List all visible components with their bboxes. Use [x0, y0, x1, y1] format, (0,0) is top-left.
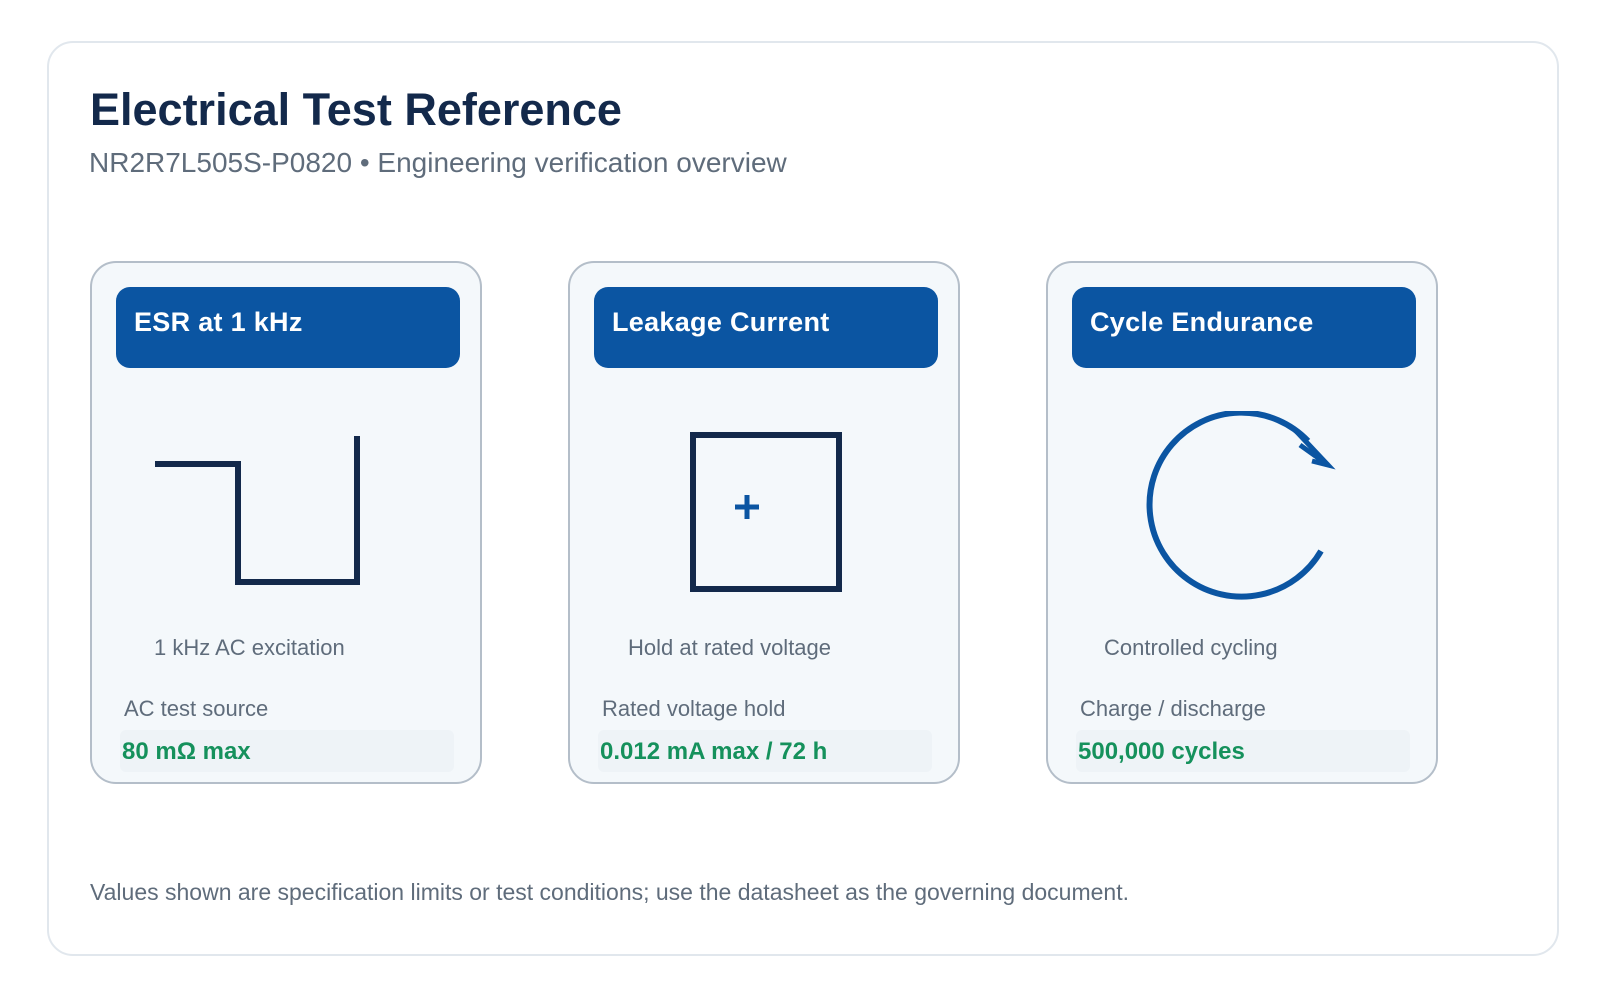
card-esr-header: ESR at 1 kHz — [116, 287, 460, 368]
card-leakage-header: Leakage Current — [594, 287, 938, 368]
card-leakage-title: Leakage Current — [612, 307, 830, 337]
card-cycle-caption: Controlled cycling — [1104, 635, 1278, 660]
card-cycle-title: Cycle Endurance — [1090, 307, 1314, 337]
card-esr-value: 80 mΩ max — [122, 738, 251, 765]
card-esr-title: ESR at 1 kHz — [134, 307, 303, 337]
card-leakage-value: 0.012 mA max / 72 h — [600, 738, 828, 765]
card-cycle-label: Charge / discharge — [1080, 696, 1266, 721]
page-subtitle: NR2R7L505S-P0820 • Engineering verificat… — [89, 147, 787, 178]
card-leakage-caption: Hold at rated voltage — [628, 635, 832, 660]
card-esr-value-box — [120, 730, 454, 772]
card-cycle-header: Cycle Endurance — [1072, 287, 1416, 368]
dc-source-plus-icon — [690, 432, 842, 592]
footnote: Values shown are specification limits or… — [90, 879, 1129, 905]
card-leakage-value-box — [598, 730, 932, 772]
card-cycle: Cycle Endurance Controlled cycling Charg… — [1046, 261, 1438, 784]
card-leakage-label: Rated voltage hold — [602, 696, 786, 721]
card-cycle-value-box — [1076, 730, 1410, 772]
square-wave-icon — [155, 436, 360, 585]
page-title: Electrical Test Reference — [90, 84, 622, 135]
card-esr-label: AC test source — [124, 696, 269, 721]
card-esr: ESR at 1 kHz 1 kHz AC excitation AC test… — [90, 261, 482, 784]
cycle-arrow-icon — [1146, 411, 1336, 600]
card-leakage: Leakage Current Hold at rated voltage Ra… — [568, 261, 960, 784]
card-esr-caption: 1 kHz AC excitation — [154, 635, 345, 660]
card-cycle-value: 500,000 cycles — [1078, 738, 1245, 765]
